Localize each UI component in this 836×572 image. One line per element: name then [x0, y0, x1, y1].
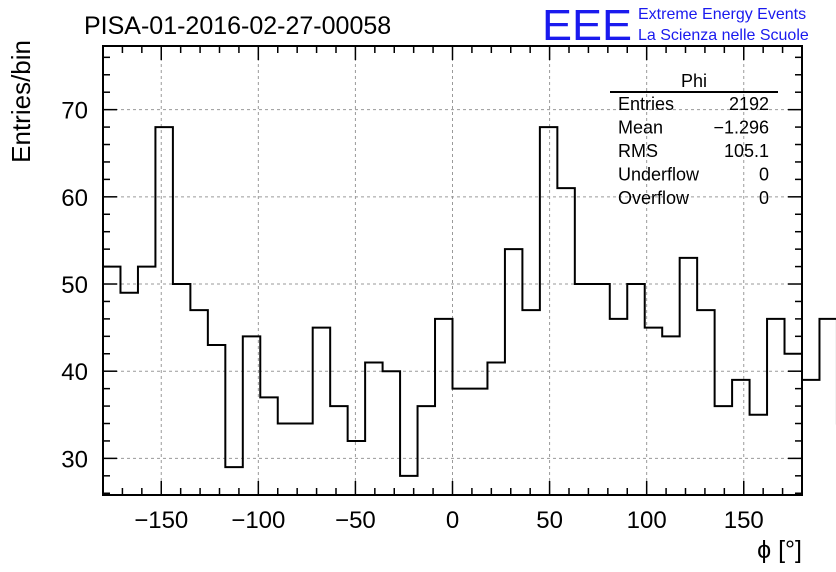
- y-tick-labels: 30 40 50 60 70: [61, 98, 88, 474]
- eee-logo-line1: Extreme Energy Events: [638, 6, 806, 23]
- histogram-bin: [522, 310, 539, 495]
- histogram-bin: [260, 397, 277, 495]
- stats-box-title: Phi: [681, 71, 707, 91]
- histogram-outline: [103, 126, 836, 477]
- histogram-bin: [348, 441, 365, 495]
- y-tick-label: 30: [61, 446, 88, 473]
- histogram-bin: [819, 319, 836, 495]
- histogram-bin: [278, 424, 295, 495]
- histogram-bin: [155, 127, 172, 495]
- histogram-bin: [138, 267, 155, 495]
- histogram-bin: [470, 389, 487, 495]
- histogram-bin: [732, 380, 749, 495]
- histogram-bin: [225, 467, 242, 495]
- histogram-bin: [785, 354, 802, 495]
- eee-logo: EEE Extreme Energy Events La Scienza nel…: [542, 1, 809, 50]
- histogram-bin: [610, 319, 627, 495]
- histogram-bin: [557, 188, 574, 495]
- x-tick-label: 0: [446, 507, 459, 534]
- x-axis-label: ϕ [°]: [757, 536, 802, 564]
- stats-row-value: 105.1: [724, 141, 769, 161]
- axis-ticks: [102, 46, 803, 495]
- histogram-bin: [627, 284, 644, 495]
- x-tick-label: 100: [627, 507, 667, 534]
- stats-row-label: Entries: [618, 94, 674, 114]
- histogram-bin: [330, 406, 347, 495]
- x-tick-label: 50: [536, 507, 563, 534]
- stats-row-label: Mean: [618, 118, 663, 138]
- y-tick-label: 40: [61, 359, 88, 386]
- histogram-bin: [715, 406, 732, 495]
- histogram-bin: [802, 380, 819, 495]
- histogram-bin: [592, 284, 609, 495]
- histogram-bin: [313, 328, 330, 495]
- histogram-bin: [208, 345, 225, 495]
- histogram-bin: [120, 293, 137, 495]
- histogram-bin: [697, 310, 714, 495]
- histogram-bin: [540, 127, 557, 495]
- histogram-bin: [295, 424, 312, 495]
- y-tick-label: 50: [61, 272, 88, 299]
- histogram-bin: [575, 284, 592, 495]
- histogram-bin: [400, 476, 417, 495]
- histogram-bin: [383, 371, 400, 495]
- stats-box-rows: Entries 2192 Mean −1.296 RMS 105.1 Underflow 0 O…: [618, 94, 769, 208]
- chart-title: PISA-01-2016-02-27-00058: [84, 12, 391, 40]
- eee-logo-mark: EEE: [542, 1, 632, 50]
- stats-row-value: −1.296: [713, 118, 769, 138]
- histogram-bin: [662, 336, 679, 495]
- x-tick-label: −150: [134, 507, 188, 534]
- histogram-bin: [767, 319, 784, 495]
- stats-box: Phi Entries 2192 Mean −1.296 RMS 105.1 Underfl…: [610, 71, 778, 208]
- histogram-bin: [487, 362, 504, 495]
- y-tick-label: 70: [61, 98, 88, 125]
- x-tick-label: 150: [724, 507, 764, 534]
- x-tick-label: −100: [231, 507, 285, 534]
- histogram-bin: [243, 336, 260, 495]
- stats-row-label: Underflow: [618, 165, 700, 185]
- histogram-bin: [505, 249, 522, 495]
- stats-row-value: 2192: [729, 94, 769, 114]
- stats-row-value: 0: [759, 165, 769, 185]
- histogram-bin: [435, 319, 452, 495]
- eee-logo-line2: La Scienza nelle Scuole: [638, 27, 809, 44]
- histogram-bin: [173, 284, 190, 495]
- stats-row-value: 0: [759, 188, 769, 208]
- stats-row-label: RMS: [618, 141, 658, 161]
- histogram-bin: [190, 310, 207, 495]
- stats-row-label: Overflow: [618, 188, 690, 208]
- histogram-bin: [418, 406, 435, 495]
- histogram-bin: [453, 389, 470, 495]
- histogram-bin: [365, 362, 382, 495]
- x-tick-labels: −150 −100 −50 0 50 100 150: [134, 507, 764, 534]
- histogram-bin: [680, 258, 697, 495]
- y-axis-label: Entries/bin: [6, 40, 36, 163]
- x-tick-label: −50: [335, 507, 376, 534]
- y-tick-label: 60: [61, 185, 88, 212]
- histogram-bin: [750, 415, 767, 495]
- histogram-bin: [645, 328, 662, 495]
